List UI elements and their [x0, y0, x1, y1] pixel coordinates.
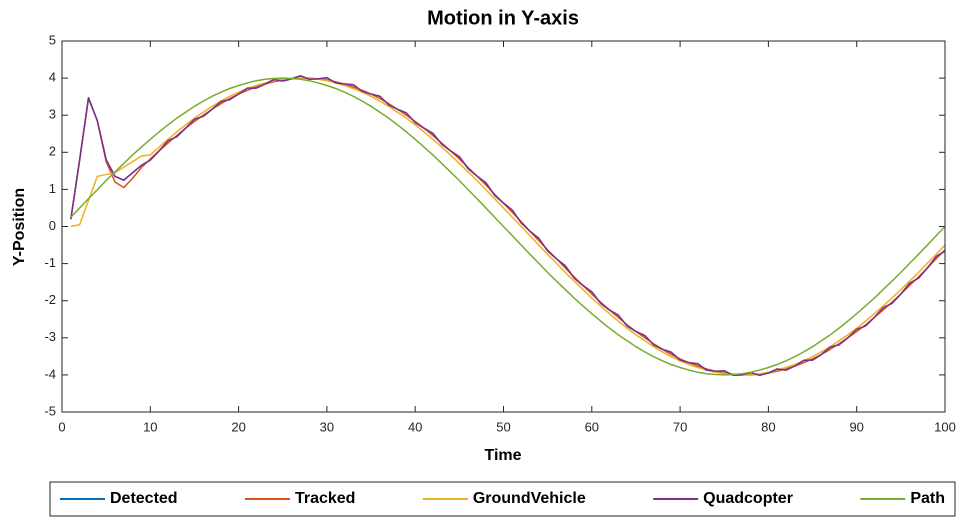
x-tick-label: 20 — [231, 419, 245, 434]
y-tick-label: 5 — [49, 32, 56, 47]
y-tick-label: 1 — [49, 181, 56, 196]
legend-label: Path — [910, 490, 945, 507]
x-tick-label: 30 — [320, 419, 334, 434]
legend-label: Quadcopter — [703, 490, 793, 507]
series-line — [70, 77, 946, 376]
y-tick-label: -5 — [44, 403, 56, 418]
y-tick-label: 3 — [49, 107, 56, 122]
x-tick-label: 70 — [673, 419, 687, 434]
y-tick-label: -4 — [44, 366, 56, 381]
y-tick-label: 4 — [49, 70, 56, 85]
x-tick-label: 100 — [934, 419, 956, 434]
legend-label: Detected — [110, 490, 178, 507]
x-tick-label: 80 — [761, 419, 775, 434]
x-tick-label: 60 — [585, 419, 599, 434]
x-tick-label: 40 — [408, 419, 422, 434]
x-tick-label: 0 — [58, 419, 65, 434]
series-line — [70, 75, 946, 377]
y-tick-label: -1 — [44, 255, 56, 270]
x-tick-label: 90 — [849, 419, 863, 434]
legend-label: Tracked — [295, 490, 355, 507]
legend-label: GroundVehicle — [473, 490, 586, 507]
y-tick-label: -2 — [44, 292, 56, 307]
x-tick-label: 50 — [496, 419, 510, 434]
y-tick-label: 2 — [49, 144, 56, 159]
y-tick-label: 0 — [49, 218, 56, 233]
series-line — [70, 77, 946, 376]
x-tick-label: 10 — [143, 419, 157, 434]
chart-title: Motion in Y-axis — [427, 7, 579, 29]
y-tick-label: -3 — [44, 329, 56, 344]
legend-box — [49, 481, 956, 517]
axes-box — [61, 40, 946, 413]
y-axis-label: Y-Position — [11, 188, 28, 266]
x-axis-label: Time — [484, 447, 521, 464]
